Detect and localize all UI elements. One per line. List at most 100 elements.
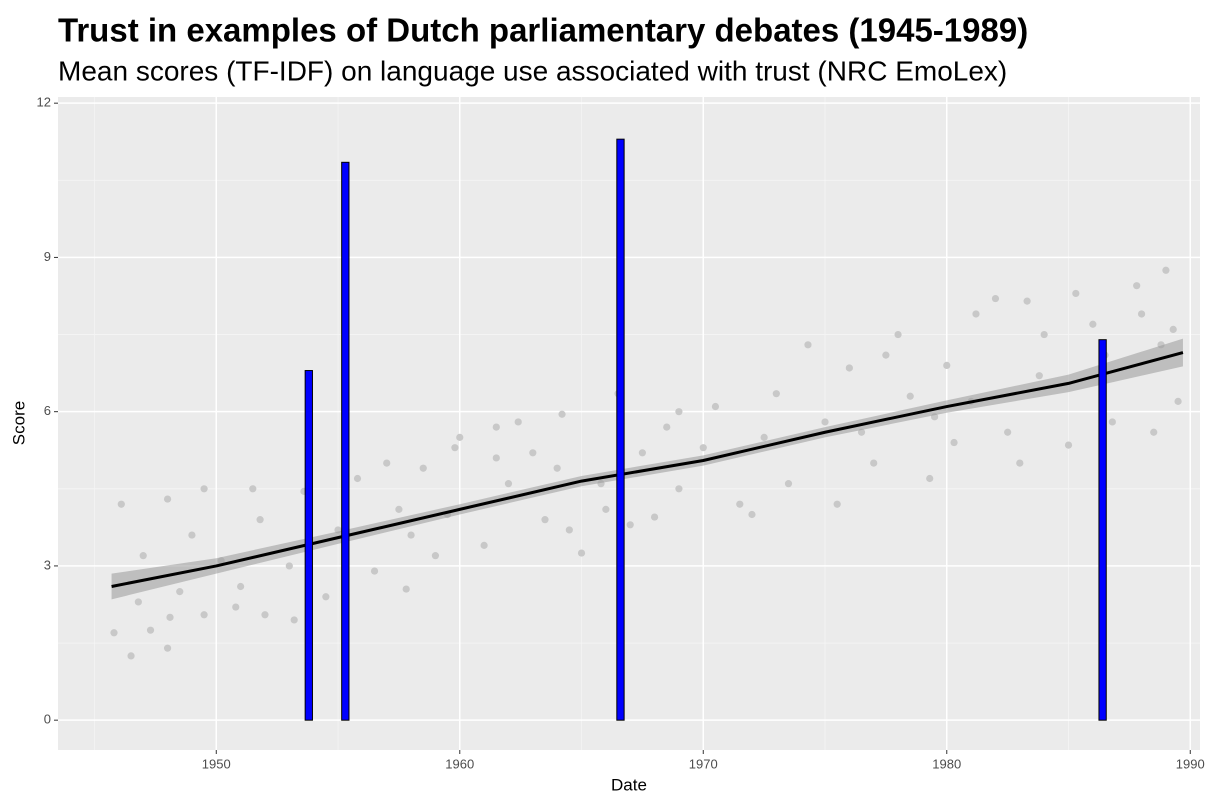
x-tick-label: 1950 — [202, 756, 231, 771]
scatter-point — [1150, 428, 1158, 436]
plot-background — [58, 97, 1200, 750]
scatter-point — [1004, 428, 1012, 436]
scatter-point — [950, 438, 958, 447]
scatter-point — [833, 500, 841, 508]
scatter-point — [577, 549, 586, 557]
scatter-point — [176, 588, 184, 596]
scatter-point — [1064, 441, 1073, 449]
scatter-point — [1035, 372, 1043, 380]
y-tick-label: 12 — [37, 95, 51, 110]
scatter-point — [492, 454, 500, 462]
scatter-point — [784, 480, 793, 488]
x-axis-label: Date — [611, 775, 647, 794]
scatter-point — [370, 567, 379, 575]
scatter-point — [146, 626, 155, 634]
scatter-point — [402, 585, 410, 593]
scatter-point — [558, 410, 566, 418]
scatter-point — [529, 449, 537, 457]
scatter-point — [1162, 266, 1170, 274]
scatter-point — [1040, 330, 1048, 339]
y-tick-label: 9 — [44, 249, 51, 264]
chart-subtitle: Mean scores (TF-IDF) on language use ass… — [58, 55, 1007, 86]
scatter-point — [541, 516, 549, 524]
x-tick-label: 1960 — [445, 756, 474, 771]
scatter-point — [353, 474, 362, 483]
scatter-point — [322, 593, 330, 601]
scatter-point — [407, 531, 415, 539]
scatter-point — [110, 629, 118, 637]
scatter-point — [626, 521, 634, 529]
scatter-point — [772, 390, 780, 398]
scatter-point — [163, 495, 172, 503]
scatter-point — [663, 423, 671, 431]
scatter-point — [237, 582, 245, 591]
scatter-point — [492, 423, 500, 431]
scatter-point — [200, 611, 208, 619]
scatter-point — [395, 505, 403, 513]
scatter-point — [845, 364, 853, 372]
scatter-point — [504, 480, 513, 488]
scatter-point — [163, 644, 172, 652]
scatter-point — [991, 294, 1000, 303]
x-tick-label: 1970 — [689, 756, 718, 771]
scatter-point — [1133, 282, 1141, 290]
scatter-point — [894, 330, 902, 339]
scatter-point — [1089, 320, 1097, 328]
scatter-point — [1108, 418, 1116, 426]
scatter-point — [675, 408, 683, 416]
scatter-point — [711, 402, 720, 411]
scatter-point — [1016, 459, 1024, 467]
scatter-point — [1174, 397, 1182, 405]
scatter-point — [139, 552, 147, 560]
scatter-point — [638, 449, 646, 457]
y-axis-label: Score — [9, 401, 28, 445]
scatter-point — [419, 464, 427, 472]
scatter-point — [1072, 289, 1080, 298]
scatter-point — [480, 541, 488, 549]
scatter-point — [1137, 310, 1146, 318]
scatter-point — [1023, 297, 1031, 305]
scatter-point — [926, 474, 934, 483]
scatter-point — [232, 603, 240, 611]
scatter-point — [602, 505, 610, 513]
scatter-point — [943, 361, 951, 369]
bar — [304, 370, 313, 721]
scatter-point — [760, 433, 768, 441]
scatter-point — [456, 433, 464, 441]
scatter-point — [748, 510, 756, 519]
scatter-point — [127, 652, 135, 660]
y-tick-label: 3 — [44, 557, 51, 572]
scatter-point — [383, 459, 391, 467]
scatter-point — [285, 562, 293, 570]
scatter-point — [972, 310, 980, 318]
scatter-point — [188, 531, 196, 539]
scatter-point — [256, 516, 264, 524]
scatter-point — [699, 444, 707, 452]
scatter-point — [451, 444, 459, 452]
scatter-point — [882, 351, 890, 359]
scatter-point — [1169, 325, 1177, 334]
scatter-point — [736, 500, 744, 508]
scatter-point — [553, 464, 561, 472]
chart-title: Trust in examples of Dutch parliamentary… — [58, 12, 1028, 49]
scatter-point — [650, 513, 659, 521]
scatter-point — [166, 613, 174, 621]
scatter-point — [431, 552, 440, 560]
x-tick-label: 1990 — [1176, 756, 1205, 771]
y-tick-label: 6 — [44, 403, 51, 418]
scatter-point — [134, 598, 142, 606]
scatter-point — [857, 428, 866, 436]
bar — [1098, 339, 1107, 721]
y-tick-label: 0 — [44, 712, 51, 727]
scatter-point — [675, 485, 683, 493]
scatter-point — [249, 485, 257, 493]
scatter-point — [821, 418, 829, 426]
scatter-point — [200, 485, 208, 493]
scatter-point — [906, 392, 914, 400]
bar — [341, 161, 350, 721]
scatter-point — [261, 611, 269, 619]
trend-line — [111, 351, 1184, 588]
scatter-point — [117, 500, 125, 508]
